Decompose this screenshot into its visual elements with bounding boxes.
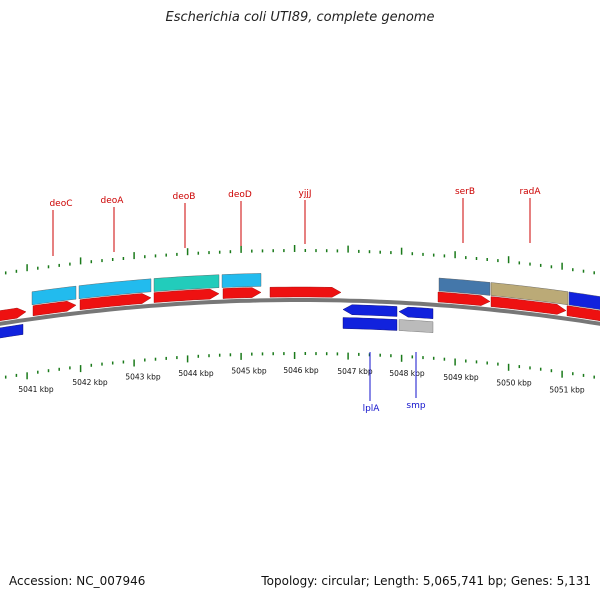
kbp-axis-labels: 5041 kbp 5042 kbp 5043 kbp 5044 kbp 5045 kbp… [18,366,585,394]
cog-feature [438,277,491,296]
forward-gene-arrow [490,296,567,315]
gene-labels: deoC deoA deoB deoD yjjJ serB radA lplA smp [49,187,541,414]
cog-feature [153,274,220,292]
reverse-gene-arrow [0,324,24,339]
gene-label-serB: serB [455,187,475,197]
cog-feature [342,317,398,331]
kbp-label: 5050 kbp [496,378,532,387]
reverse-gene-arrow [398,306,434,319]
cog-feature [221,273,262,288]
forward-gene-arrow [222,287,262,299]
genome-backbone [0,298,600,326]
gene-label-radA: radA [519,187,541,197]
genome-summary-text: Topology: circular; Length: 5,065,741 bp… [261,574,591,588]
gene-label-lplA: lplA [363,404,381,414]
cog-feature [78,278,152,300]
forward-strand-track [0,286,600,322]
forward-gene-arrow [153,288,220,303]
gene-label-deoC: deoC [49,199,72,209]
gene-label-deoD: deoD [228,190,252,200]
forward-gene-arrow [437,291,491,306]
gene-label-deoB: deoB [173,192,196,202]
kbp-label: 5049 kbp [443,373,479,382]
gene-label-smp: smp [406,401,425,411]
forward-gene-arrow [566,305,600,322]
cog-feature-track [31,273,600,310]
cog-feature [568,291,600,310]
cog-feature [31,285,77,306]
kbp-label: 5047 kbp [337,367,373,376]
cog-feature [490,282,569,306]
map-title: Escherichia coli UTI89, complete genome [165,10,435,25]
forward-gene-arrow [0,307,27,322]
kbp-label: 5041 kbp [18,385,54,394]
outer-tick-ring [4,245,595,275]
kbp-label: 5043 kbp [125,373,161,382]
kbp-label: 5044 kbp [178,369,214,378]
kbp-label: 5042 kbp [72,378,108,387]
kbp-label: 5051 kbp [549,385,585,394]
accession-text: Accession: NC_007946 [9,574,146,588]
forward-gene-arrow [79,293,152,311]
inner-tick-ring [4,352,595,380]
kbp-label: 5048 kbp [389,369,425,378]
cog-feature [398,319,434,333]
kbp-label: 5046 kbp [283,366,319,375]
reverse-strand-track [0,304,434,339]
gene-label-yjjJ: yjjJ [299,189,312,199]
forward-gene-arrow [269,286,342,298]
reverse-cog-track [342,317,434,333]
reverse-gene-arrow [342,304,398,317]
kbp-label: 5045 kbp [231,367,267,376]
gene-label-deoA: deoA [101,196,125,206]
forward-gene-arrow [32,300,77,317]
